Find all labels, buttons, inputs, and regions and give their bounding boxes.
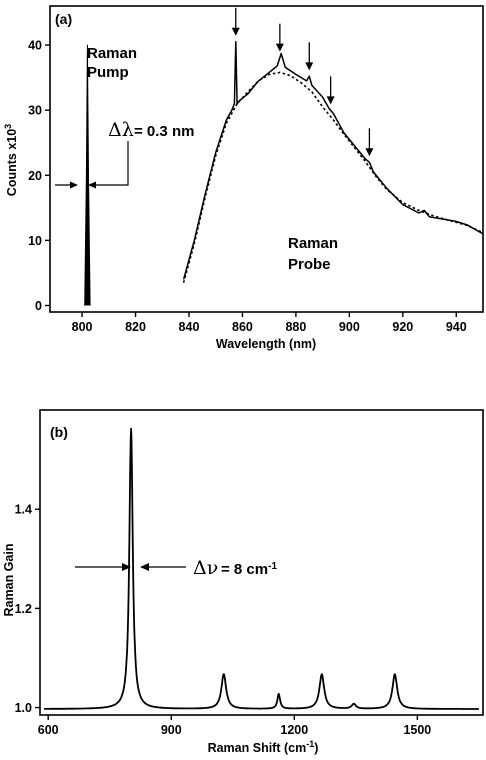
y-tick-label-a-1: 10: [28, 234, 42, 248]
x-tick-label-b-1: 900: [161, 723, 182, 737]
panel-b: (b) 600 900 1200 1500 1.0 1.2 1.4 Raman Shift…: [2, 409, 484, 755]
peak-arrows-a: [231, 7, 374, 157]
peak-arrow-head-4: [365, 148, 374, 157]
x-tick-label-a-1: 820: [125, 320, 146, 334]
probe-label-line1: Raman: [288, 235, 338, 252]
linewidth-arrowhead-right-b: [140, 563, 149, 571]
panel-label-a: (a): [55, 11, 72, 27]
x-tick-label-a-5: 900: [339, 320, 360, 334]
delta-nu-value: = 8 cm-1: [221, 561, 277, 579]
x-tick-label-b-3: 1500: [403, 723, 431, 737]
linewidth-arrowhead-right-a: [88, 181, 96, 189]
probe-spectrum-solid: [182, 41, 484, 280]
delta-lambda-symbol: Δλ: [108, 119, 134, 141]
peak-arrow-head-2: [305, 62, 314, 71]
x-tick-label-a-3: 860: [232, 320, 253, 334]
y-tick-label-a-0: 0: [35, 299, 42, 313]
raman-gain-spectrum: [43, 427, 480, 710]
pump-label-line1: Raman: [87, 45, 137, 62]
pump-label-line2: Pump: [87, 64, 129, 81]
y-tick-label-a-2: 20: [28, 169, 42, 183]
panel-label-b: (b): [50, 424, 68, 440]
y-ticks-a: 0 10 20 30 40: [28, 39, 50, 313]
y-tick-label-b-1: 1.2: [15, 602, 32, 616]
y-tick-label-b-2: 1.4: [15, 503, 32, 517]
x-tick-label-a-7: 940: [446, 320, 467, 334]
peak-arrow-head-3: [326, 96, 335, 105]
y-axis-title-a: Counts x103: [3, 124, 19, 196]
x-tick-label-a-0: 800: [72, 320, 93, 334]
x-tick-label-a-6: 920: [392, 320, 413, 334]
x-ticks-a: 800 820 840 860 880 900 920 940: [72, 312, 467, 334]
x-axis-title-b: Raman Shift (cm-1): [208, 739, 319, 755]
y-tick-label-a-3: 30: [28, 104, 42, 118]
linewidth-arrowhead-left-a: [70, 181, 78, 189]
delta-nu-symbol: Δν: [193, 557, 218, 579]
delta-lambda-value: = 0.3 nm: [134, 123, 194, 140]
y-tick-label-a-4: 40: [28, 39, 42, 53]
plot-frame-b: [39, 409, 484, 716]
series-a: [84, 41, 484, 306]
linewidth-arrows-b: [75, 563, 186, 571]
x-tick-label-a-4: 880: [285, 320, 306, 334]
peak-arrow-head-1: [275, 43, 284, 52]
x-tick-label-b-2: 1200: [280, 723, 308, 737]
x-axis-title-a: Wavelength (nm): [216, 337, 316, 351]
y-axis-title-b: Raman Gain: [2, 544, 16, 617]
pump-peak: [84, 44, 91, 306]
linewidth-arrows-a: [55, 141, 129, 189]
series-b: [43, 427, 480, 710]
x-tick-label-b-0: 600: [38, 723, 59, 737]
x-tick-label-a-2: 840: [179, 320, 200, 334]
x-ticks-b: 600 900 1200 1500: [38, 715, 431, 737]
plot-frame-a: [49, 5, 484, 313]
peak-arrow-head-0: [231, 27, 240, 36]
y-tick-label-b-0: 1.0: [15, 701, 32, 715]
probe-label-line2: Probe: [288, 256, 331, 273]
linewidth-leader-a: [94, 141, 129, 186]
panel-a: (a) 800 820 840 860 880 900 920 940 0 10 20 30 40 W…: [3, 5, 484, 351]
linewidth-arrowhead-left-b: [122, 563, 131, 571]
y-ticks-b: 1.0 1.2 1.4: [15, 503, 40, 715]
